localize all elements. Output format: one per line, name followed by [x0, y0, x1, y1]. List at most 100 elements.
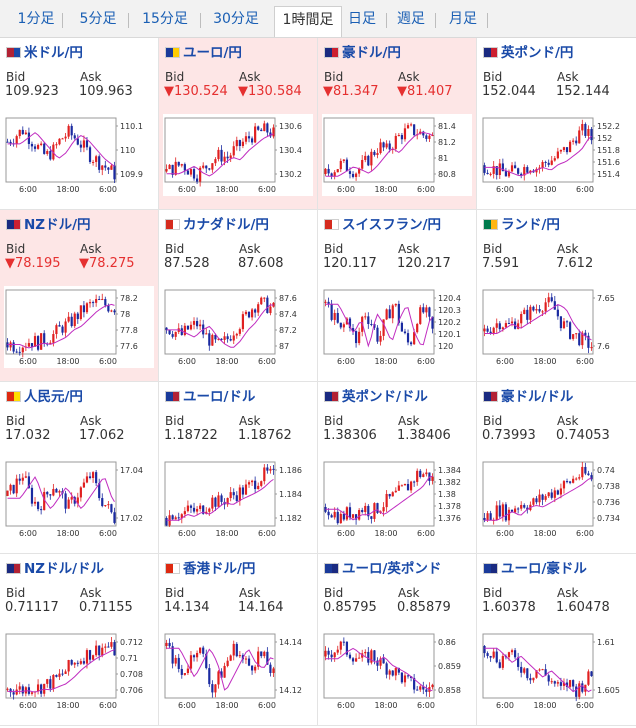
- pair-name: カナダドル/円: [183, 217, 269, 233]
- bid-value: 109.923: [5, 84, 59, 99]
- candle-body: [91, 302, 95, 304]
- candle-body: [504, 171, 508, 177]
- bid-value: ▼78.195: [5, 256, 61, 271]
- price-chart[interactable]: 120.4 120.3 120.2 120.1 120 6:00 18:00 6:00: [322, 286, 472, 368]
- candle-body: [82, 661, 86, 664]
- candle-body: [581, 123, 584, 131]
- pair-title-link[interactable]: NZドル/ドル: [6, 560, 104, 578]
- y-tick-label: 17.04: [120, 466, 143, 475]
- rate-card[interactable]: ユーロ/円 Bid Ask ▼130.524 ▼130.584 130.6 130.4 130…: [159, 38, 318, 210]
- flag-icon: [6, 219, 21, 230]
- candle-body: [413, 481, 416, 483]
- candle-body: [260, 651, 263, 657]
- bid-value: 152.044: [482, 84, 536, 99]
- price-chart[interactable]: 78.2 78 77.8 77.6 6:00 18:00 6:00: [4, 286, 154, 368]
- bid-label: Bid: [6, 586, 26, 600]
- candle-body: [27, 476, 31, 488]
- x-tick-label: 6:00: [19, 185, 37, 194]
- pair-title-link[interactable]: 米ドル/円: [6, 44, 83, 62]
- price-chart[interactable]: 0.74 0.738 0.736 0.734 6:00 18:00 6:00: [481, 458, 631, 540]
- tab-5[interactable]: 日足: [348, 11, 376, 27]
- ask-label: Ask: [557, 70, 579, 84]
- candle-body: [517, 508, 520, 510]
- candle-body: [590, 129, 593, 141]
- pair-title-link[interactable]: NZドル/円: [6, 216, 91, 234]
- candle-body: [70, 497, 73, 500]
- candle-body: [79, 487, 82, 498]
- price-chart[interactable]: 0.712 0.71 0.708 0.706 6:00 18:00 6:00: [4, 630, 154, 712]
- pair-title-link[interactable]: カナダドル/円: [165, 216, 269, 234]
- candle-body: [266, 651, 269, 665]
- pair-title-link[interactable]: ユーロ/円: [165, 44, 242, 62]
- bid-value: 14.134: [164, 600, 210, 615]
- rate-card[interactable]: 人民元/円 Bid Ask 17.032 17.062 17.04 17.02 6:00 18:…: [0, 382, 159, 554]
- price-chart[interactable]: 110.1 110 109.9 6:00 18:00 6:00: [4, 114, 154, 196]
- tab-3[interactable]: 30分足: [213, 11, 259, 27]
- pair-title-link[interactable]: 英ポンド/ドル: [324, 388, 428, 406]
- price-chart[interactable]: 7.65 7.6 6:00 18:00 6:00: [481, 286, 631, 368]
- candle-body: [431, 316, 434, 329]
- candle-body: [483, 518, 486, 521]
- pair-title-link[interactable]: ユーロ/豪ドル: [483, 560, 587, 578]
- pair-title-link[interactable]: スイスフラン/円: [324, 216, 441, 234]
- price-chart[interactable]: 87.6 87.4 87.2 87 6:00 18:00 6:00: [163, 286, 313, 368]
- moving-average-line: [7, 303, 115, 349]
- pair-title-link[interactable]: ユーロ/ドル: [165, 388, 255, 406]
- tab-7[interactable]: 月足: [449, 11, 477, 27]
- price-chart[interactable]: 1.384 1.382 1.38 1.378 1.376 6:00 18:00 6:00: [322, 458, 472, 540]
- candle-body: [202, 505, 205, 514]
- rate-card[interactable]: ユーロ/ドル Bid Ask 1.18722 1.18762 1.186 1.184 1.18…: [159, 382, 318, 554]
- price-chart[interactable]: 17.04 17.02 6:00 18:00 6:00: [4, 458, 154, 540]
- rate-card[interactable]: ユーロ/豪ドル Bid Ask 1.60378 1.60478 1.61 1.605 6:00…: [477, 554, 636, 726]
- pair-title-link[interactable]: 人民元/円: [6, 388, 83, 406]
- candle-body: [82, 482, 86, 488]
- tab-4[interactable]: 1時間足: [274, 6, 342, 37]
- pair-title-link[interactable]: 英ポンド/円: [483, 44, 573, 62]
- rate-card[interactable]: スイスフラン/円 Bid Ask 120.117 120.217 120.4 120.3 12…: [318, 210, 477, 382]
- y-tick-label: 1.184: [279, 490, 302, 499]
- bid-label: Bid: [6, 414, 26, 428]
- bid-label: Bid: [165, 586, 185, 600]
- candle-body: [419, 686, 422, 690]
- rate-card[interactable]: NZドル/円 Bid Ask ▼78.195 ▼78.275 78.2 78 77.8 77.6…: [0, 210, 159, 382]
- rate-card[interactable]: 豪ドル/円 Bid Ask ▼81.347 ▼81.407 81.4 81.2 81 80.8 6…: [318, 38, 477, 210]
- candle-body: [379, 335, 382, 342]
- rate-card[interactable]: 米ドル/円 Bid Ask 109.923 109.963 110.1 110 109.9 6:…: [0, 38, 159, 210]
- candle-body: [269, 468, 272, 471]
- candle-body: [587, 473, 590, 476]
- candle-body: [235, 643, 238, 657]
- price-chart[interactable]: 81.4 81.2 81 80.8 6:00 18:00 6:00: [322, 114, 472, 196]
- rate-card[interactable]: ランド/円 Bid Ask 7.591 7.612 7.65 7.6 6:00 18:00 6:0…: [477, 210, 636, 382]
- ask-label: Ask: [80, 414, 102, 428]
- price-chart[interactable]: 152.2 152 151.8 151.6 151.4 6:00 18:00 6:00: [481, 114, 631, 196]
- candle-body: [572, 680, 575, 687]
- rate-card[interactable]: 英ポンド/ドル Bid Ask 1.38306 1.38406 1.384 1.382 1.3…: [318, 382, 477, 554]
- rate-card[interactable]: 香港ドル/円 Bid Ask 14.134 14.164 14.14 14.12 6:00 18…: [159, 554, 318, 726]
- rate-card[interactable]: 英ポンド/円 Bid Ask 152.044 152.144 152.2 152 151.8 1…: [477, 38, 636, 210]
- candle-body: [82, 305, 86, 313]
- tab-0[interactable]: 1分足: [17, 11, 55, 27]
- rate-card[interactable]: ユーロ/英ポンド Bid Ask 0.85795 0.85879 0.86 0.859 0.8…: [318, 554, 477, 726]
- candle-body: [498, 505, 501, 517]
- candle-body: [21, 347, 24, 353]
- price-chart[interactable]: 130.6 130.4 130.2 6:00 18:00 6:00: [163, 114, 313, 196]
- moving-average-line: [166, 133, 274, 177]
- pair-title-link[interactable]: 香港ドル/円: [165, 560, 255, 578]
- tab-1[interactable]: 5分足: [79, 11, 117, 27]
- price-chart[interactable]: 0.86 0.859 0.858 6:00 18:00 6:00: [322, 630, 472, 712]
- pair-title-link[interactable]: 豪ドル/ドル: [483, 388, 573, 406]
- rate-card[interactable]: 豪ドル/ドル Bid Ask 0.73993 0.74053 0.74 0.738 0.736…: [477, 382, 636, 554]
- rate-card[interactable]: カナダドル/円 Bid Ask 87.528 87.608 87.6 87.4 87.2 87 6…: [159, 210, 318, 382]
- tab-6[interactable]: 週足: [397, 11, 425, 27]
- pair-title-link[interactable]: ランド/円: [483, 216, 560, 234]
- pair-title-link[interactable]: 豪ドル/円: [324, 44, 401, 62]
- price-chart[interactable]: 14.14 14.12 6:00 18:00 6:00: [163, 630, 313, 712]
- rate-card[interactable]: NZドル/ドル Bid Ask 0.71117 0.71155 0.712 0.71 0.70…: [0, 554, 159, 726]
- price-chart[interactable]: 1.61 1.605 6:00 18:00 6:00: [481, 630, 631, 712]
- tab-2[interactable]: 15分足: [142, 11, 188, 27]
- price-chart[interactable]: 1.186 1.184 1.182 6:00 18:00 6:00: [163, 458, 313, 540]
- candle-body: [575, 686, 578, 697]
- candle-body: [247, 482, 251, 485]
- pair-title-link[interactable]: ユーロ/英ポンド: [324, 560, 441, 578]
